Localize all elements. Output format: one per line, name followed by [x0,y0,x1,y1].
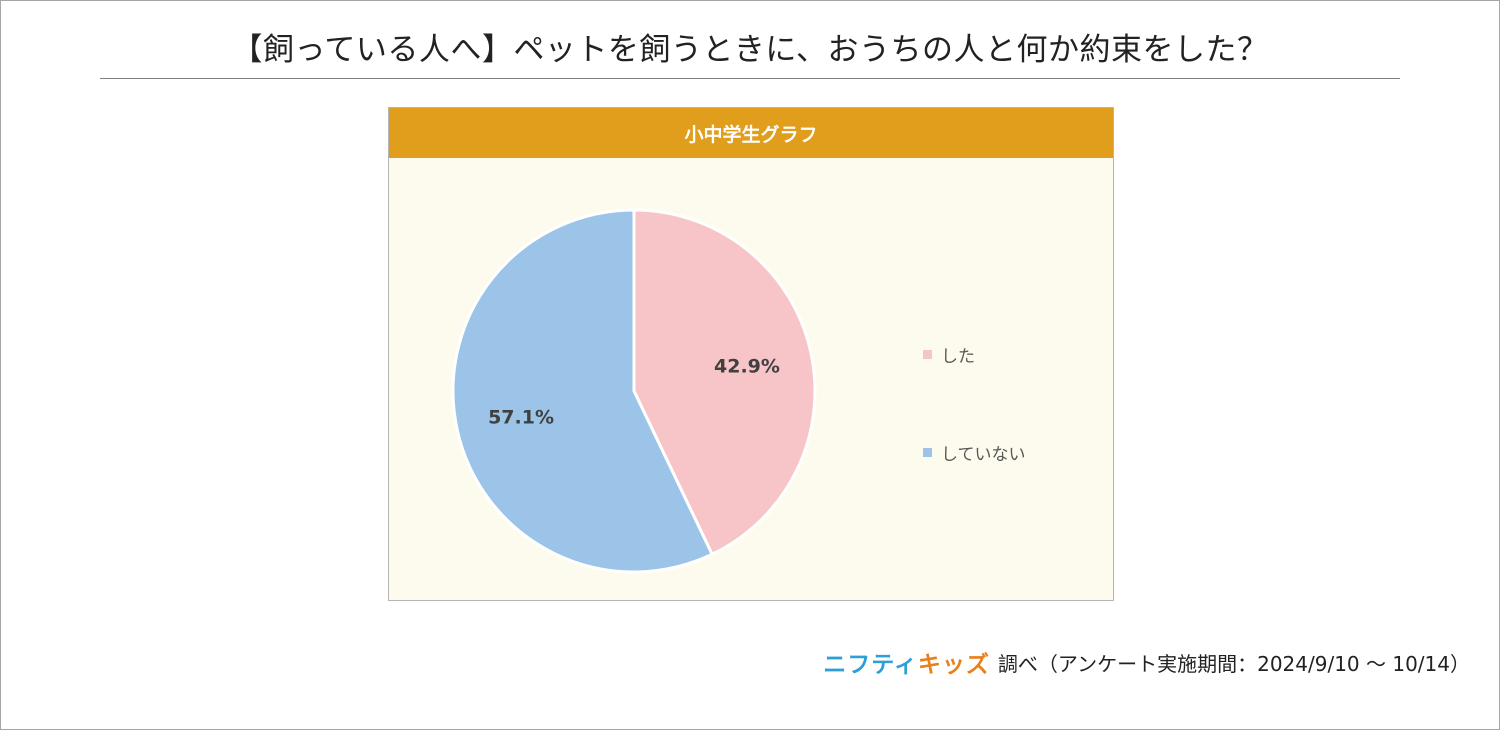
figure-title: 【飼っている人へ】ペットを飼うときに、おうちの人と何か約束をした？ [231,32,1269,68]
legend-label: していない [941,445,1026,465]
brand-logo: ニフティキッズ [823,645,990,679]
pie-slice [632,208,817,557]
pie-data-label: 42.9% [714,355,780,377]
legend-label: した [941,347,975,367]
chart-panel: 小中学生グラフ 42.9% 57.1% したしていない [388,107,1114,601]
survey-period-note: 調べ（アンケート実施期間：2024/9/10 ～ 10/14） [997,651,1470,676]
pie-data-label: 57.1% [488,407,554,429]
source-footer: ニフティキッズ 調べ（アンケート実施期間：2024/9/10 ～ 10/14） [823,645,1470,679]
legend-item: していない [923,440,1026,465]
brand-logo-part2: キッズ [917,652,990,678]
brand-logo-part1: ニフティ [823,652,918,678]
legend-item: した [923,342,975,367]
legend-swatch [923,448,932,457]
pie-slice [451,208,715,574]
chart-title: 小中学生グラフ [389,108,1113,158]
title-divider [100,78,1400,79]
legend-swatch [923,350,932,359]
pie-chart: 42.9% 57.1% [451,208,817,574]
